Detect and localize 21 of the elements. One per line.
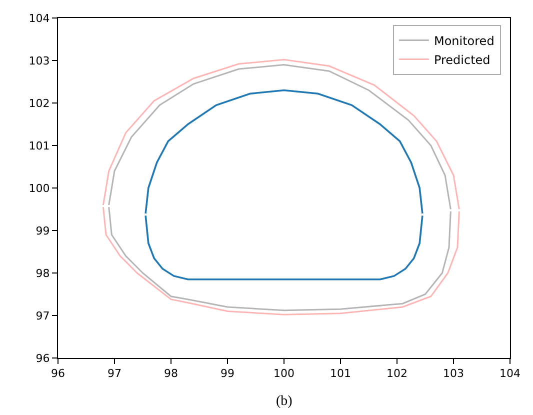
y-tick-label: 96 [36,352,50,365]
legend-label: Monitored [434,34,494,48]
legend-label: Predicted [434,52,490,67]
text: (b) [276,394,293,409]
y-tick-label: 100 [28,182,50,195]
x-tick-label: 101 [330,367,351,380]
y-tick-label: 101 [28,139,50,152]
x-tick-label: 104 [500,367,520,380]
y-tick-label: 99 [36,224,50,238]
y-tick-label: 104 [28,12,50,25]
y-tick-label: 102 [28,96,50,110]
x-tick-label: 99 [220,367,234,380]
x-tick-label: 102 [386,367,408,380]
x-tick-label: 100 [274,367,294,380]
x-tick-label: 98 [164,367,178,380]
x-tick-label: 96 [51,367,65,380]
y-tick-label: 97 [36,309,50,322]
y-tick-label: 98 [36,266,50,280]
x-tick-label: 103 [443,367,464,380]
x-tick-label: 97 [108,367,122,380]
y-tick-label: 103 [28,54,50,68]
